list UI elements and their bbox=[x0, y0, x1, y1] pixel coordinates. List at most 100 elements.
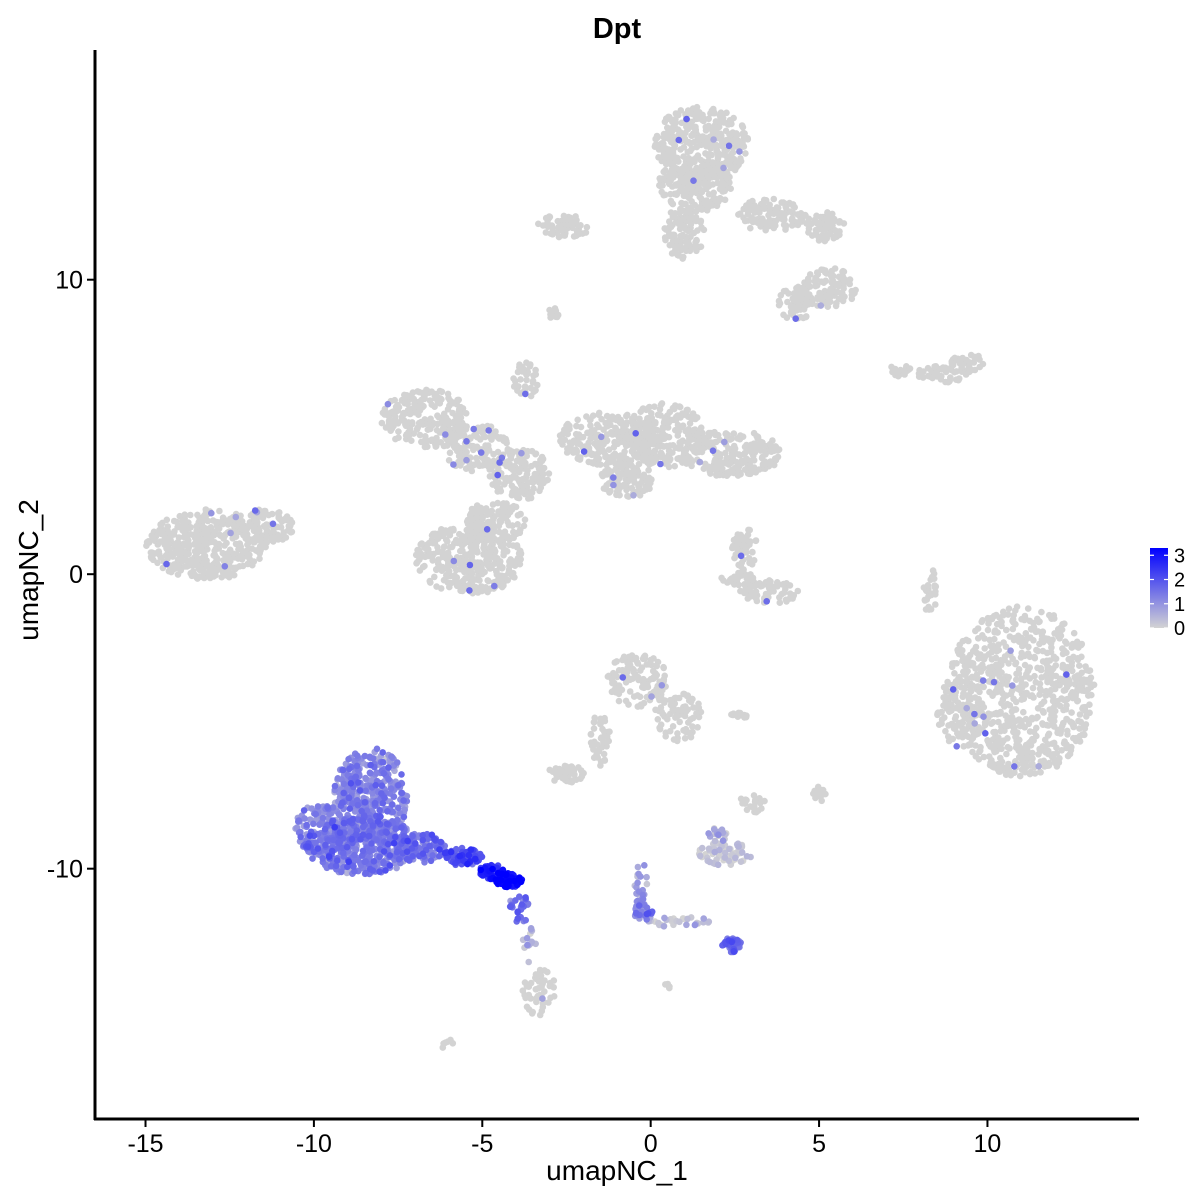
cell-point bbox=[416, 405, 424, 413]
cell-point bbox=[1023, 670, 1030, 678]
cell-point bbox=[1045, 762, 1053, 769]
cell-point bbox=[650, 436, 657, 444]
cell-point bbox=[156, 538, 164, 545]
cell-point bbox=[753, 432, 760, 440]
cell-point bbox=[443, 572, 450, 579]
cell-point bbox=[711, 837, 719, 845]
cell-point bbox=[770, 461, 778, 469]
cell-point bbox=[963, 732, 970, 739]
cell-point bbox=[728, 435, 736, 442]
cell-point bbox=[683, 208, 691, 216]
cell-point bbox=[587, 435, 594, 443]
cell-point bbox=[995, 734, 1002, 741]
cell-point bbox=[494, 448, 502, 456]
cell-point bbox=[676, 918, 683, 926]
cell-point bbox=[560, 212, 568, 220]
cell-point bbox=[604, 469, 612, 477]
cell-point bbox=[495, 522, 503, 530]
cell-point bbox=[1050, 615, 1058, 622]
cell-point bbox=[501, 481, 508, 488]
cell-point bbox=[228, 570, 236, 578]
cell-point bbox=[662, 166, 669, 174]
cell-point bbox=[542, 214, 550, 222]
cell-point bbox=[955, 719, 963, 727]
cell-point bbox=[655, 146, 663, 153]
cell-point bbox=[519, 482, 526, 489]
cell-point bbox=[579, 433, 587, 441]
cell-point bbox=[440, 543, 448, 551]
cell-point bbox=[425, 539, 433, 547]
cell-point bbox=[523, 376, 530, 384]
cell-point bbox=[628, 484, 636, 492]
cell-point bbox=[812, 274, 819, 282]
cell-point bbox=[523, 470, 531, 478]
cell-point bbox=[685, 184, 693, 191]
cell-point bbox=[827, 288, 834, 296]
cell-point bbox=[421, 562, 428, 570]
cell-point bbox=[999, 657, 1007, 664]
cell-point bbox=[707, 470, 714, 477]
cell-point bbox=[640, 675, 647, 683]
cell-point bbox=[552, 313, 560, 321]
cell-point bbox=[690, 229, 698, 237]
cell-point bbox=[735, 843, 742, 850]
cell-point bbox=[645, 423, 653, 430]
cell-point bbox=[669, 706, 677, 713]
cell-point bbox=[538, 453, 546, 461]
cell-point bbox=[956, 704, 963, 711]
cell-point bbox=[738, 559, 745, 567]
cell-point bbox=[774, 447, 782, 454]
cell-point bbox=[676, 403, 683, 410]
cell-point bbox=[595, 411, 602, 419]
cell-point bbox=[595, 746, 603, 754]
cell-point bbox=[759, 216, 766, 223]
cell-point bbox=[471, 443, 479, 451]
cell-point bbox=[478, 508, 485, 516]
cell-point bbox=[606, 489, 613, 496]
cell-point bbox=[747, 224, 754, 232]
cell-point bbox=[1038, 636, 1046, 643]
cell-point bbox=[667, 209, 675, 216]
cell-point bbox=[156, 551, 163, 558]
cell-point bbox=[257, 513, 264, 520]
cell-point bbox=[958, 364, 965, 371]
cell-point bbox=[573, 216, 580, 224]
cell-point bbox=[979, 661, 986, 669]
cell-point bbox=[532, 371, 540, 378]
cell-point bbox=[1086, 701, 1093, 708]
cell-point bbox=[752, 796, 759, 804]
cell-point bbox=[1069, 667, 1076, 675]
cell-point bbox=[517, 547, 524, 555]
cell-point bbox=[537, 459, 544, 467]
cell-point bbox=[467, 573, 475, 581]
cell-point bbox=[692, 123, 699, 131]
cell-point bbox=[779, 216, 787, 223]
cell-point bbox=[666, 176, 674, 184]
cell-point bbox=[551, 777, 558, 784]
cell-point bbox=[794, 295, 802, 303]
cell-point bbox=[916, 366, 923, 374]
cell-point bbox=[741, 800, 749, 807]
cell-point bbox=[485, 447, 493, 454]
cell-point bbox=[603, 431, 611, 438]
cell-point bbox=[993, 620, 1001, 628]
cell-point bbox=[623, 412, 630, 420]
cell-point bbox=[661, 435, 668, 443]
cell-point bbox=[948, 360, 956, 367]
cell-point bbox=[462, 465, 470, 473]
cell-point bbox=[210, 532, 218, 539]
cell-point bbox=[505, 521, 513, 529]
cell-point bbox=[458, 558, 466, 566]
cell-point bbox=[185, 544, 193, 551]
cell-point bbox=[491, 546, 498, 553]
cell-point bbox=[421, 553, 429, 561]
cell-point bbox=[549, 225, 556, 232]
cell-point bbox=[836, 228, 843, 235]
cell-point bbox=[684, 148, 692, 156]
cell-point bbox=[442, 536, 450, 543]
cell-point bbox=[994, 629, 1001, 636]
cell-point bbox=[1037, 747, 1045, 754]
cell-point bbox=[1080, 731, 1088, 738]
cell-point bbox=[965, 654, 972, 661]
cell-point bbox=[263, 539, 271, 546]
